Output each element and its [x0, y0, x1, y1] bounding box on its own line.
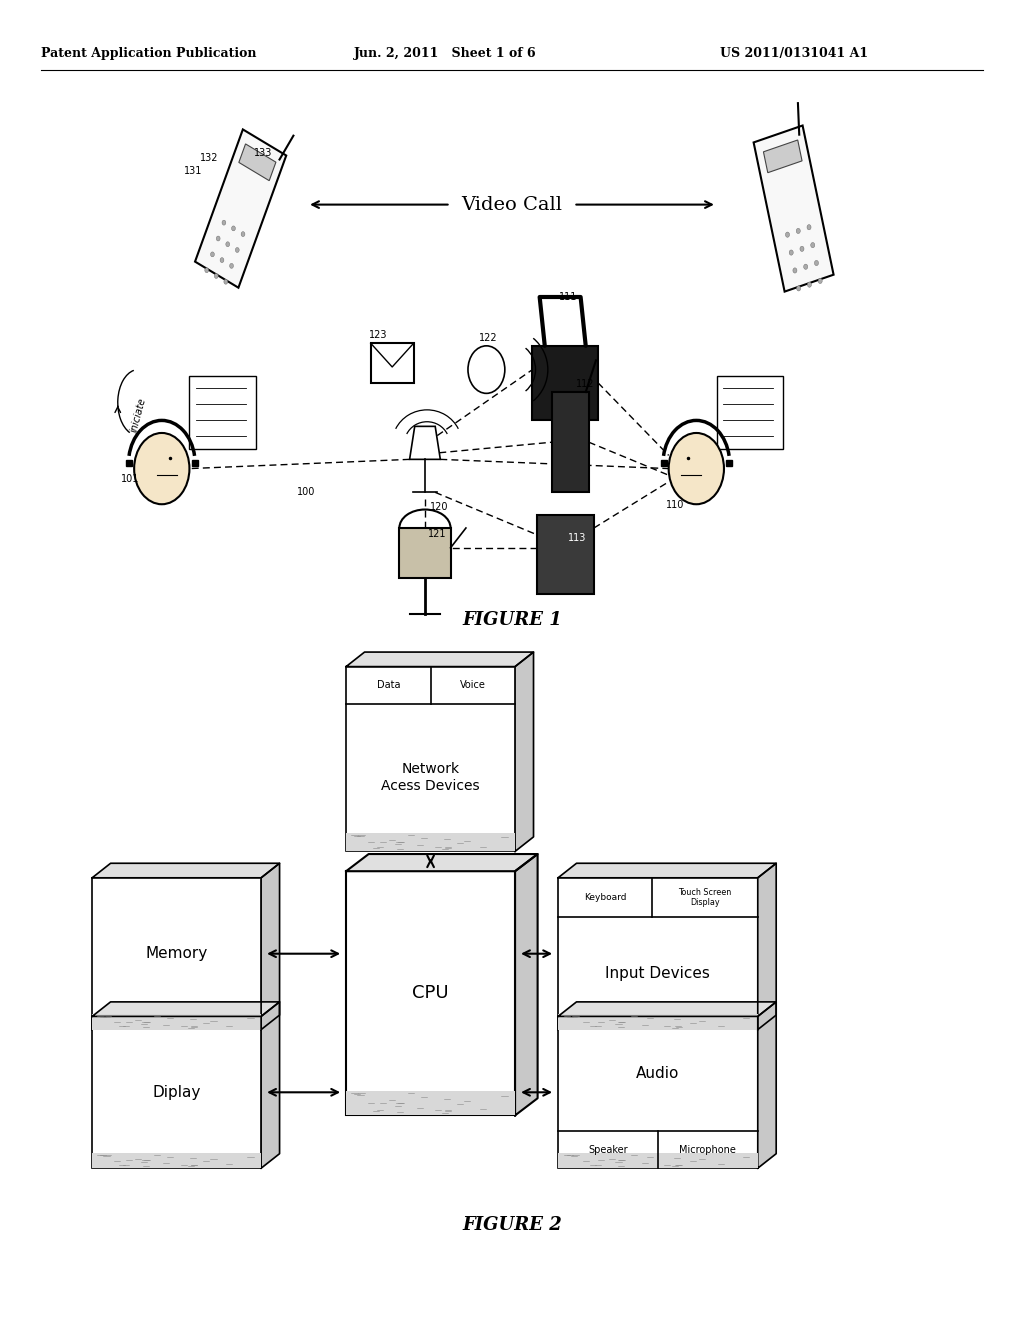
- Text: 120: 120: [430, 502, 449, 512]
- Text: CPU: CPU: [413, 985, 449, 1002]
- Text: Microphone: Microphone: [679, 1144, 736, 1155]
- Circle shape: [216, 236, 220, 242]
- Text: 131: 131: [184, 166, 203, 177]
- Circle shape: [222, 220, 226, 226]
- Circle shape: [214, 273, 218, 279]
- Circle shape: [236, 248, 240, 252]
- Text: Touch Screen
Display: Touch Screen Display: [678, 888, 731, 907]
- Circle shape: [231, 226, 236, 231]
- Bar: [537, 515, 594, 594]
- Circle shape: [669, 433, 724, 504]
- Circle shape: [807, 282, 811, 288]
- Bar: [399, 528, 451, 578]
- Circle shape: [797, 285, 801, 290]
- Circle shape: [814, 260, 818, 265]
- Polygon shape: [758, 1002, 776, 1168]
- Circle shape: [134, 433, 189, 504]
- Polygon shape: [758, 863, 776, 1030]
- Text: Audio: Audio: [636, 1067, 680, 1081]
- Bar: [346, 871, 515, 1115]
- Polygon shape: [346, 854, 538, 871]
- Polygon shape: [261, 1002, 280, 1168]
- Circle shape: [229, 264, 233, 268]
- Polygon shape: [558, 863, 776, 878]
- Polygon shape: [410, 426, 440, 459]
- Bar: [717, 376, 783, 449]
- Text: Data: Data: [377, 680, 400, 690]
- Circle shape: [226, 242, 229, 247]
- Text: Diplay: Diplay: [153, 1085, 201, 1100]
- Text: Keyboard: Keyboard: [584, 894, 627, 902]
- Bar: [346, 667, 515, 851]
- Circle shape: [804, 264, 808, 269]
- Bar: [558, 1016, 758, 1168]
- Polygon shape: [754, 125, 834, 292]
- Bar: [552, 392, 589, 492]
- Circle shape: [468, 346, 505, 393]
- Bar: [92, 1154, 261, 1168]
- Text: 121: 121: [428, 529, 446, 540]
- Circle shape: [205, 268, 209, 273]
- Circle shape: [797, 228, 801, 234]
- Polygon shape: [558, 1002, 776, 1016]
- Text: 112: 112: [575, 379, 594, 389]
- Text: Input Devices: Input Devices: [605, 966, 711, 981]
- Bar: [92, 1014, 261, 1030]
- Polygon shape: [764, 140, 802, 173]
- Polygon shape: [515, 854, 538, 1115]
- Bar: [346, 1090, 515, 1115]
- Text: 122: 122: [479, 333, 498, 343]
- Polygon shape: [261, 863, 280, 1030]
- Bar: [558, 1014, 758, 1030]
- Text: Network
Acess Devices: Network Acess Devices: [381, 763, 480, 792]
- Circle shape: [800, 247, 804, 251]
- Text: Voice: Voice: [460, 680, 485, 690]
- Bar: [92, 1016, 261, 1168]
- Circle shape: [241, 231, 245, 236]
- Circle shape: [224, 280, 227, 284]
- Text: 113: 113: [568, 533, 587, 544]
- Circle shape: [793, 268, 797, 273]
- Polygon shape: [346, 652, 534, 667]
- Text: iniciate: iniciate: [129, 396, 147, 434]
- Text: 133: 133: [254, 148, 272, 158]
- Circle shape: [211, 252, 214, 257]
- Text: Patent Application Publication: Patent Application Publication: [41, 48, 256, 59]
- Text: Memory: Memory: [145, 946, 208, 961]
- Text: 110: 110: [666, 500, 684, 511]
- Circle shape: [807, 224, 811, 230]
- Text: 100: 100: [297, 487, 315, 498]
- Text: 101: 101: [121, 474, 139, 484]
- Polygon shape: [195, 129, 287, 288]
- Text: 123: 123: [369, 330, 387, 341]
- Bar: [346, 833, 515, 851]
- Circle shape: [220, 257, 224, 263]
- Bar: [371, 343, 414, 383]
- Text: Speaker: Speaker: [588, 1144, 628, 1155]
- Circle shape: [790, 249, 794, 255]
- Text: FIGURE 1: FIGURE 1: [462, 611, 562, 630]
- Bar: [189, 376, 256, 449]
- Polygon shape: [92, 1002, 280, 1016]
- Text: 132: 132: [200, 153, 218, 164]
- Text: 111: 111: [559, 292, 578, 302]
- Bar: [558, 878, 758, 1030]
- Circle shape: [785, 232, 790, 238]
- Polygon shape: [515, 652, 534, 851]
- Text: US 2011/0131041 A1: US 2011/0131041 A1: [720, 48, 867, 59]
- Bar: [532, 346, 598, 420]
- Bar: [92, 878, 261, 1030]
- Circle shape: [818, 279, 822, 284]
- Bar: [558, 1154, 758, 1168]
- Polygon shape: [92, 863, 280, 878]
- Polygon shape: [239, 144, 275, 181]
- Circle shape: [811, 243, 815, 248]
- Text: FIGURE 2: FIGURE 2: [462, 1216, 562, 1234]
- Text: Jun. 2, 2011   Sheet 1 of 6: Jun. 2, 2011 Sheet 1 of 6: [354, 48, 537, 59]
- Text: Video Call: Video Call: [462, 195, 562, 214]
